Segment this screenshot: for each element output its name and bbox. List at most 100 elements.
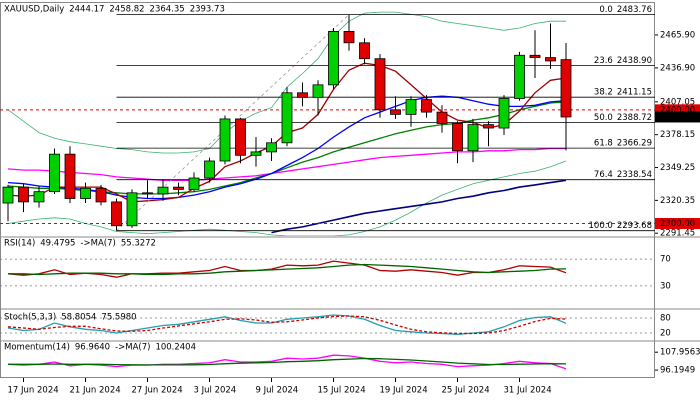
candle-body — [219, 118, 231, 162]
fib-price-label: 2483.76 — [617, 5, 652, 15]
fib-ratio-label: 100.0 — [589, 221, 613, 231]
legend-value: 75.5980 — [101, 313, 136, 323]
legend-value: 49.4795 — [40, 239, 75, 249]
header-close: 2393.73 — [190, 5, 225, 15]
fib-price-label: 2438.90 — [617, 56, 652, 66]
candle-body — [80, 187, 91, 199]
chart-title: XAUUSD,Daily — [4, 5, 64, 15]
series-line — [8, 357, 567, 366]
level-label: 2300.00 — [660, 219, 695, 229]
candle-body — [483, 124, 494, 129]
series-line — [8, 263, 567, 276]
fib-price-label: 2293.68 — [617, 221, 652, 231]
series-line — [7, 314, 567, 335]
fib-ratio-label: 23.6 — [594, 56, 613, 66]
candle-body — [235, 118, 246, 156]
candle-body — [328, 31, 339, 86]
x-tick-label: 27 Jun 2024 — [132, 386, 183, 396]
y-tick-label: 2320.35 — [660, 196, 695, 206]
candle-body — [2, 186, 14, 204]
y-tick-label: 30 — [660, 281, 671, 291]
y-tick-label: 2407.05 — [660, 97, 695, 107]
series-line — [7, 315, 567, 335]
legend-entry: RSI(14) — [4, 239, 35, 249]
candle-body — [173, 186, 184, 190]
level-box — [655, 217, 700, 229]
y-tick-label: 20 — [660, 329, 671, 339]
candle-body — [529, 54, 541, 58]
legend-background — [2, 341, 3, 351]
candle-body — [250, 151, 262, 156]
level-box — [655, 104, 700, 116]
series-line — [7, 160, 567, 236]
x-tick-label: 3 Jul 2024 — [194, 386, 237, 396]
candle-body — [359, 42, 370, 60]
y-tick-label: 96.1949 — [660, 366, 695, 376]
fib-ratio-label: 0.0 — [599, 5, 613, 15]
candle-body — [49, 153, 60, 193]
y-tick-label: 107.9563 — [660, 348, 700, 358]
x-tick-label: 25 Jul 2024 — [442, 386, 490, 396]
y-tick-label: 2436.90 — [660, 63, 695, 73]
fib-price-label: 2338.54 — [617, 170, 652, 180]
candle-body — [545, 57, 556, 62]
x-tick-label: 19 Jul 2024 — [380, 386, 428, 396]
candle-body — [452, 123, 463, 152]
candles — [2, 14, 572, 231]
candle-body — [126, 192, 138, 227]
y-tick-label: 2378.15 — [660, 130, 695, 140]
legend-value: 96.9640 — [75, 343, 110, 353]
candle-body — [266, 142, 277, 153]
candle-body — [421, 99, 432, 113]
y-tick-label: 80 — [660, 314, 671, 324]
candle-body — [498, 98, 510, 129]
legend-entry: ->MA(7) — [80, 239, 115, 249]
candle-body — [18, 186, 29, 203]
y-tick-label: 2465.90 — [660, 30, 695, 40]
candle-body — [33, 191, 45, 203]
y-tick-label: 2291.45 — [660, 229, 695, 239]
candle-body — [436, 111, 448, 124]
header-high: 2458.82 — [109, 5, 144, 15]
series-line — [7, 260, 567, 278]
candle-body — [281, 92, 293, 144]
fib-price-label: 2366.29 — [617, 139, 652, 149]
price-label: 2393.73 — [660, 112, 695, 122]
legend-value: 55.3272 — [121, 239, 156, 249]
candle-body — [374, 58, 386, 111]
candle-body — [560, 59, 572, 118]
series-line — [271, 179, 567, 234]
y-tick-label: 70 — [660, 255, 671, 265]
header-low: 2364.35 — [150, 5, 185, 15]
candle-body — [390, 109, 401, 115]
plot-border — [0, 2, 655, 378]
candle-body — [64, 153, 76, 199]
legend-entry: Stoch(5,3,3) — [4, 313, 56, 323]
fib-price-label: 2411.15 — [617, 88, 652, 98]
legend-entry: ->MA(7) — [115, 343, 150, 353]
x-tick-label: 17 Jun 2024 — [8, 386, 59, 396]
candle-body — [514, 54, 525, 99]
candle-body — [312, 84, 324, 98]
level-label: 2400.00 — [660, 105, 695, 115]
legend-background — [2, 311, 3, 321]
candle-body — [297, 92, 308, 98]
candle-body — [343, 31, 355, 44]
candle-body — [157, 186, 169, 195]
x-tick-label: 15 Jul 2024 — [318, 386, 366, 396]
series-line — [7, 354, 567, 370]
series-line — [7, 11, 566, 154]
candle-body — [467, 124, 479, 152]
frame — [0, 2, 700, 378]
candle-body — [95, 187, 107, 203]
annotations: 2465.90 2436.90 2407.05 2378.15 2349.25 2320.… — [0, 5, 700, 396]
candle-body — [188, 177, 200, 190]
candle-body — [111, 201, 122, 227]
fib-price-label: 2388.72 — [617, 113, 652, 123]
candle-body — [405, 99, 417, 115]
legend-value: 58.8054 — [61, 313, 96, 323]
candle-body — [204, 160, 215, 179]
legend-value: 100.2404 — [155, 343, 196, 353]
y-tick-label: 2349.25 — [660, 163, 695, 173]
x-tick-label: 21 Jun 2024 — [70, 386, 121, 396]
